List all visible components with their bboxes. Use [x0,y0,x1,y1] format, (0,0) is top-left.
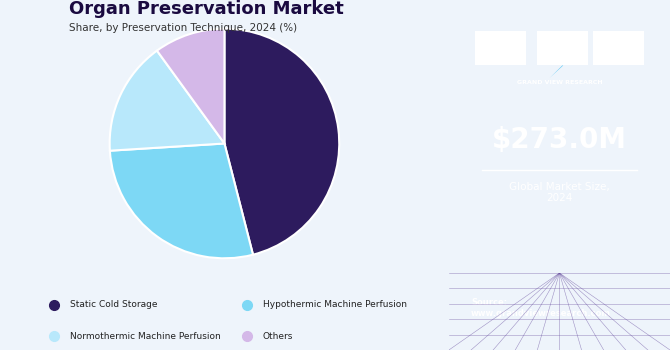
Text: Global Market Size,
2024: Global Market Size, 2024 [509,182,610,203]
Text: Static Cold Storage: Static Cold Storage [70,300,157,309]
Text: Share, by Preservation Technique, 2024 (%): Share, by Preservation Technique, 2024 (… [70,23,297,33]
Text: Source:
www.grandviewresearch.com: Source: www.grandviewresearch.com [471,298,611,318]
FancyBboxPatch shape [593,31,644,65]
Wedge shape [157,29,224,144]
Text: Normothermic Machine Perfusion: Normothermic Machine Perfusion [70,332,220,341]
Text: Others: Others [263,332,293,341]
Text: $273.0M: $273.0M [492,126,627,154]
Text: Hypothermic Machine Perfusion: Hypothermic Machine Perfusion [263,300,407,309]
Text: GRAND VIEW RESEARCH: GRAND VIEW RESEARCH [517,80,602,85]
Wedge shape [110,51,224,151]
Text: Organ Preservation Market: Organ Preservation Market [70,0,344,18]
FancyBboxPatch shape [475,31,526,65]
Polygon shape [549,65,563,78]
Wedge shape [224,29,339,255]
Wedge shape [110,144,253,258]
FancyBboxPatch shape [537,31,588,65]
